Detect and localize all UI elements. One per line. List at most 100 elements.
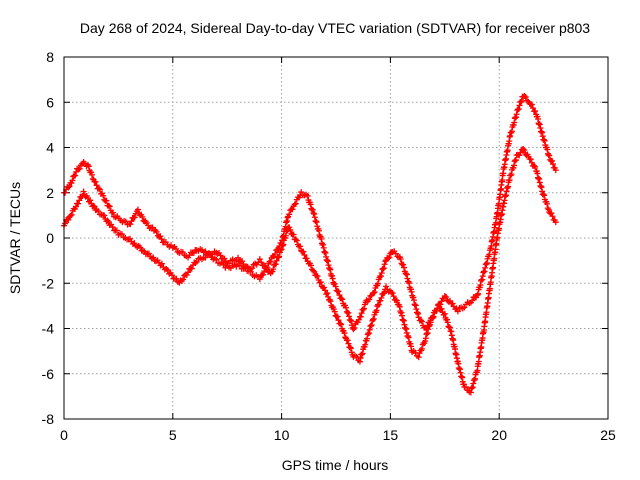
- data-point: [444, 319, 451, 326]
- data-point: [528, 101, 535, 108]
- data-point: [345, 340, 352, 347]
- data-point: [310, 267, 317, 274]
- data-point: [524, 97, 531, 104]
- data-point: [549, 213, 556, 220]
- data-point: [461, 304, 468, 311]
- data-point: [418, 345, 425, 352]
- data-point: [277, 247, 284, 254]
- data-point: [401, 264, 407, 271]
- data-point: [290, 231, 297, 238]
- data-point: [145, 250, 152, 257]
- data-point: [440, 311, 447, 318]
- data-point: [235, 254, 242, 261]
- data-point: [276, 253, 283, 260]
- data-point: [256, 256, 263, 263]
- data-point: [528, 159, 535, 166]
- data-point: [303, 255, 310, 262]
- data-point: [62, 220, 69, 227]
- data-point: [415, 354, 422, 361]
- data-point: [520, 146, 527, 153]
- data-point: [131, 214, 138, 221]
- data-point: [92, 178, 99, 185]
- data-point: [158, 236, 165, 243]
- data-point: [415, 314, 422, 321]
- data-point: [157, 233, 164, 240]
- data-point: [105, 202, 112, 209]
- data-point: [532, 163, 539, 170]
- series-trace-b: [61, 146, 559, 396]
- data-point: [72, 203, 79, 210]
- y-tick-label: 6: [46, 94, 54, 110]
- data-point: [515, 106, 522, 113]
- data-point: [400, 261, 407, 268]
- data-point: [249, 265, 256, 272]
- data-point: [335, 288, 342, 295]
- y-tick-label: -4: [42, 321, 55, 337]
- data-point: [359, 350, 366, 357]
- data-point: [272, 251, 279, 258]
- data-point: [300, 248, 307, 255]
- data-point: [469, 297, 476, 304]
- data-point: [292, 200, 299, 207]
- data-point: [287, 226, 294, 233]
- data-point: [267, 258, 274, 265]
- x-axis-label: GPS time / hours: [282, 457, 389, 473]
- y-tick-label: 4: [46, 140, 54, 156]
- data-point: [347, 344, 354, 351]
- series-trace-a: [61, 93, 559, 333]
- data-point: [397, 255, 404, 262]
- data-point: [72, 172, 79, 179]
- data-point: [418, 318, 425, 325]
- data-points: [61, 93, 559, 396]
- data-point: [113, 227, 120, 234]
- data-point: [192, 260, 199, 267]
- data-point: [256, 276, 263, 283]
- data-point: [336, 292, 343, 299]
- data-point: [443, 294, 450, 301]
- data-point: [66, 183, 73, 190]
- data-point: [342, 304, 349, 311]
- data-point: [463, 384, 470, 391]
- data-point: [508, 171, 515, 178]
- data-point: [454, 308, 461, 315]
- data-point: [101, 212, 108, 219]
- data-point: [549, 161, 556, 168]
- data-point: [357, 355, 364, 362]
- data-point: [95, 185, 102, 192]
- data-point: [449, 300, 456, 307]
- y-tick-label: -8: [42, 411, 55, 427]
- data-point: [270, 266, 277, 273]
- data-point: [531, 162, 538, 169]
- data-point: [521, 93, 528, 100]
- data-point: [297, 243, 304, 250]
- x-tick-label: 5: [169, 427, 177, 443]
- data-point: [332, 283, 339, 290]
- data-point: [518, 97, 525, 104]
- data-point: [346, 313, 353, 320]
- data-point: [275, 254, 282, 261]
- data-point: [512, 157, 519, 164]
- data-point: [173, 275, 180, 282]
- data-point: [364, 331, 371, 338]
- data-point: [239, 258, 246, 265]
- data-point: [122, 218, 129, 225]
- data-point: [362, 341, 369, 348]
- data-point: [532, 108, 539, 115]
- data-point: [338, 295, 345, 302]
- data-point: [307, 262, 314, 269]
- data-point: [382, 258, 389, 265]
- data-point: [358, 351, 365, 358]
- data-point: [95, 208, 102, 215]
- y-tick-label: 0: [46, 230, 54, 246]
- data-point: [368, 322, 375, 329]
- data-point: [106, 203, 113, 210]
- data-point: [366, 296, 373, 303]
- data-point: [341, 330, 348, 337]
- plot-frame: [63, 56, 609, 420]
- tick-labels: 0 5 10 15 20 25 -8 -6 -4 -2 0 2 4 6 8: [42, 49, 616, 443]
- data-point: [435, 302, 442, 309]
- data-point: [446, 324, 453, 331]
- data-point: [544, 200, 551, 207]
- data-point: [307, 201, 314, 208]
- data-point: [358, 310, 365, 317]
